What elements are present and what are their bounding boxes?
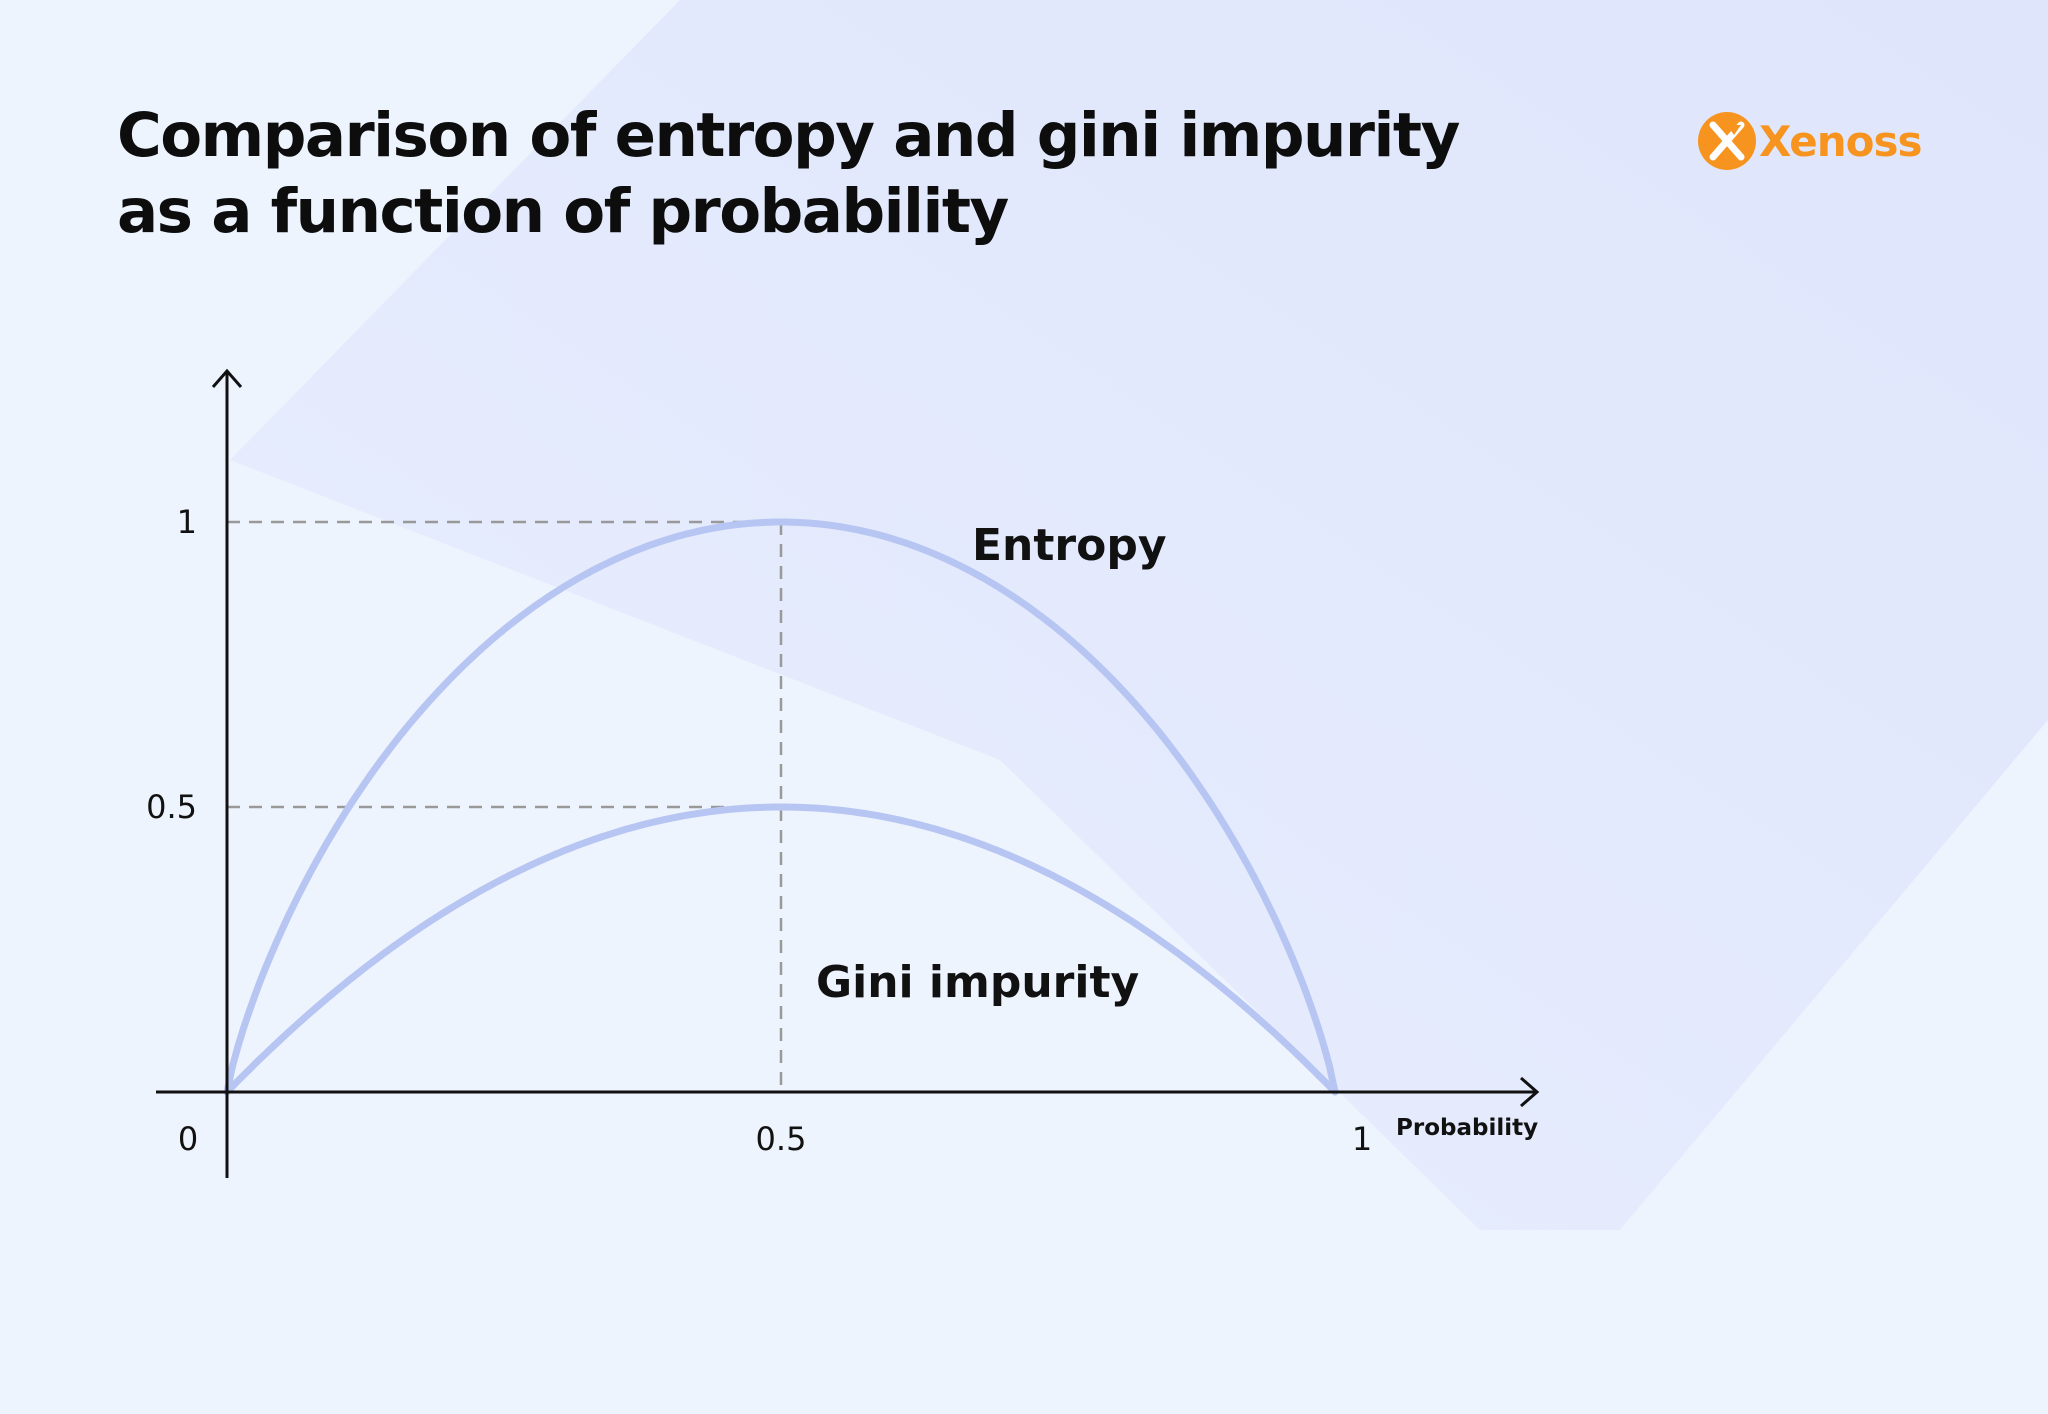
entropy-curve [223, 518, 1339, 1096]
series-label: Gini impurity [816, 957, 1139, 1008]
series-labels: Entropy Gini impurity [816, 520, 1167, 1008]
xenoss-logo-icon [1698, 112, 1756, 170]
x-tick-label: 0.5 [756, 1120, 807, 1158]
tick-labels: 0 0.5 1 1 0.5 Probability [146, 503, 1538, 1158]
y-tick-label: 0.5 [146, 788, 197, 826]
gini-impurity-curve [223, 803, 1339, 1096]
y-tick-label: 1 [177, 503, 197, 541]
page-title: Comparison of entropy and gini impurity … [117, 98, 1460, 250]
axes [156, 368, 1540, 1178]
curves [223, 518, 1339, 1096]
series-label: Entropy [972, 520, 1167, 571]
x-axis-label: Probability [1396, 1115, 1538, 1141]
brand-logo: Xenoss [1696, 108, 1922, 174]
guide-lines [227, 520, 783, 1092]
title-line-2: as a function of probability [117, 176, 1009, 247]
x-tick-label: 1 [1352, 1120, 1372, 1158]
x-axis-arrow-icon [1520, 1076, 1540, 1108]
title-line-1: Comparison of entropy and gini impurity [117, 100, 1460, 171]
x-tick-label: 0 [178, 1120, 198, 1158]
y-axis-arrow-icon [211, 368, 243, 388]
brand-name: Xenoss [1759, 116, 1922, 166]
